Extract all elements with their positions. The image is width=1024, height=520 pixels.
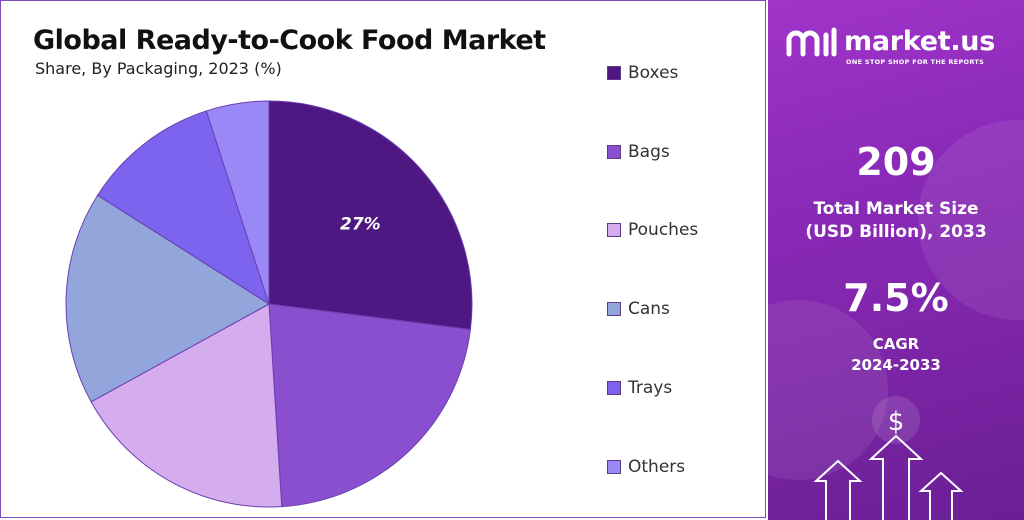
legend-swatch (607, 459, 621, 474)
pie-slice-pouches (90, 303, 283, 508)
dollar-icon: $ (888, 407, 905, 437)
chart-panel: Global Ready-to-Cook Food Market Share, … (0, 0, 766, 518)
market-size-value: 209 (856, 140, 936, 184)
arrow-up-icon (813, 434, 964, 520)
legend-label: Bags (628, 141, 670, 162)
legend-item-bags: Bags (607, 141, 670, 163)
legend-item-others: Others (607, 456, 685, 478)
legend-swatch (607, 144, 621, 159)
legend-item-cans: Cans (607, 298, 670, 320)
summary-sidebar: market.us ONE STOP SHOP FOR THE REPORTS … (768, 0, 1024, 520)
chart-title: Global Ready-to-Cook Food Market (33, 25, 546, 56)
chart-subtitle: Share, By Packaging, 2023 (%) (35, 59, 282, 78)
legend-label: Trays (628, 377, 673, 398)
growth-arrows-graphic: $ (813, 396, 964, 520)
pie-chart: 27% (65, 100, 473, 508)
market-size-label-line1: Total Market Size (813, 199, 979, 219)
legend-swatch (607, 380, 621, 395)
market-size-label-line2: (USD Billion), 2033 (805, 222, 987, 242)
legend-label: Others (628, 456, 686, 477)
brand-name: market.us (844, 26, 995, 57)
legend-item-boxes: Boxes (607, 62, 678, 84)
market-us-logo-icon (786, 27, 837, 56)
legend-label: Boxes (628, 63, 679, 83)
pie-slice-trays (96, 110, 270, 306)
legend-swatch (607, 66, 621, 80)
brand-tagline: ONE STOP SHOP FOR THE REPORTS (846, 58, 985, 66)
legend-swatch (607, 223, 621, 238)
legend-item-pouches: Pouches (607, 219, 698, 241)
legend-swatch (607, 302, 621, 317)
cagr-label: CAGR (872, 335, 920, 353)
data-label-boxes: 27% (340, 214, 381, 234)
pie-slice-cans (65, 194, 270, 403)
legend-label: Cans (628, 299, 670, 320)
legend-label: Pouches (628, 220, 699, 241)
brand: market.us (786, 26, 995, 57)
cagr-period: 2024-2033 (851, 356, 941, 374)
pie-slice-boxes (268, 100, 473, 331)
pie-slice-bags (268, 303, 471, 508)
cagr-value: 7.5% (843, 276, 949, 320)
legend-item-trays: Trays (607, 377, 672, 399)
pie-slice-others (205, 100, 270, 305)
